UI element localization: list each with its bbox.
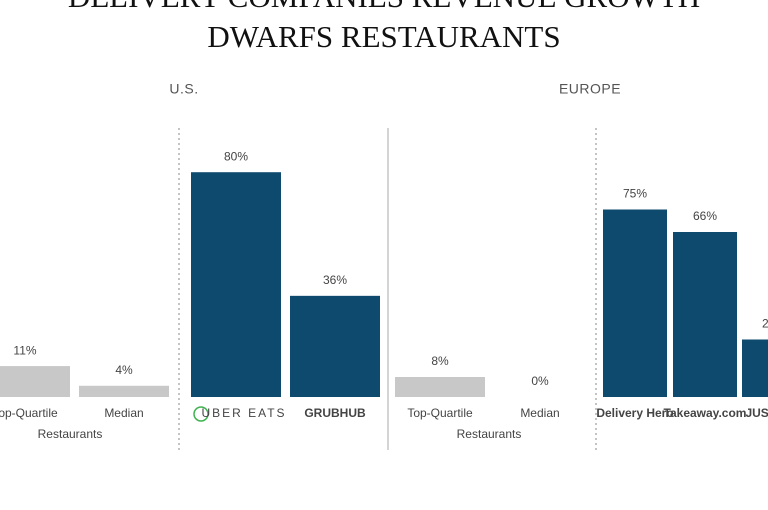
x-axis-label: Restaurants: [457, 427, 522, 441]
category-label: Delivery Hero: [596, 406, 673, 420]
value-label: 75%: [623, 187, 647, 201]
bar: [191, 172, 281, 397]
category-label: GRUBHUB: [304, 406, 366, 420]
category-label: Takeaway.com: [664, 406, 747, 420]
title-line: DELIVERY COMPANIES REVENUE GROWTH: [68, 0, 700, 14]
value-label: 66%: [693, 209, 717, 223]
logo-icon: [193, 406, 209, 422]
value-label: 8%: [431, 354, 449, 368]
category-label: Median: [520, 406, 559, 420]
x-axis-label: Restaurants: [38, 427, 103, 441]
bar: [603, 209, 667, 397]
value-label: 4%: [115, 363, 133, 377]
bar: [673, 232, 737, 397]
bar: [395, 377, 485, 397]
value-label: 36%: [323, 273, 347, 287]
value-label: 0%: [531, 374, 549, 388]
value-label: 11%: [13, 343, 36, 357]
category-label: Top-Quartile: [0, 406, 58, 420]
value-label: 23%: [762, 317, 768, 331]
section-label: U.S.: [169, 81, 198, 97]
bar: [0, 366, 70, 397]
category-label: Median: [104, 406, 143, 420]
bar: [290, 295, 380, 397]
category-label: UBER EATS: [201, 406, 286, 420]
title-line: DWARFS RESTAURANTS: [207, 19, 560, 54]
value-label: 80%: [224, 149, 248, 163]
bar: [79, 385, 169, 397]
category-label: JUST EAT: [745, 406, 768, 420]
category-label: Top-Quartile: [407, 406, 473, 420]
section-label: EUROPE: [559, 81, 621, 97]
bar: [742, 339, 768, 397]
